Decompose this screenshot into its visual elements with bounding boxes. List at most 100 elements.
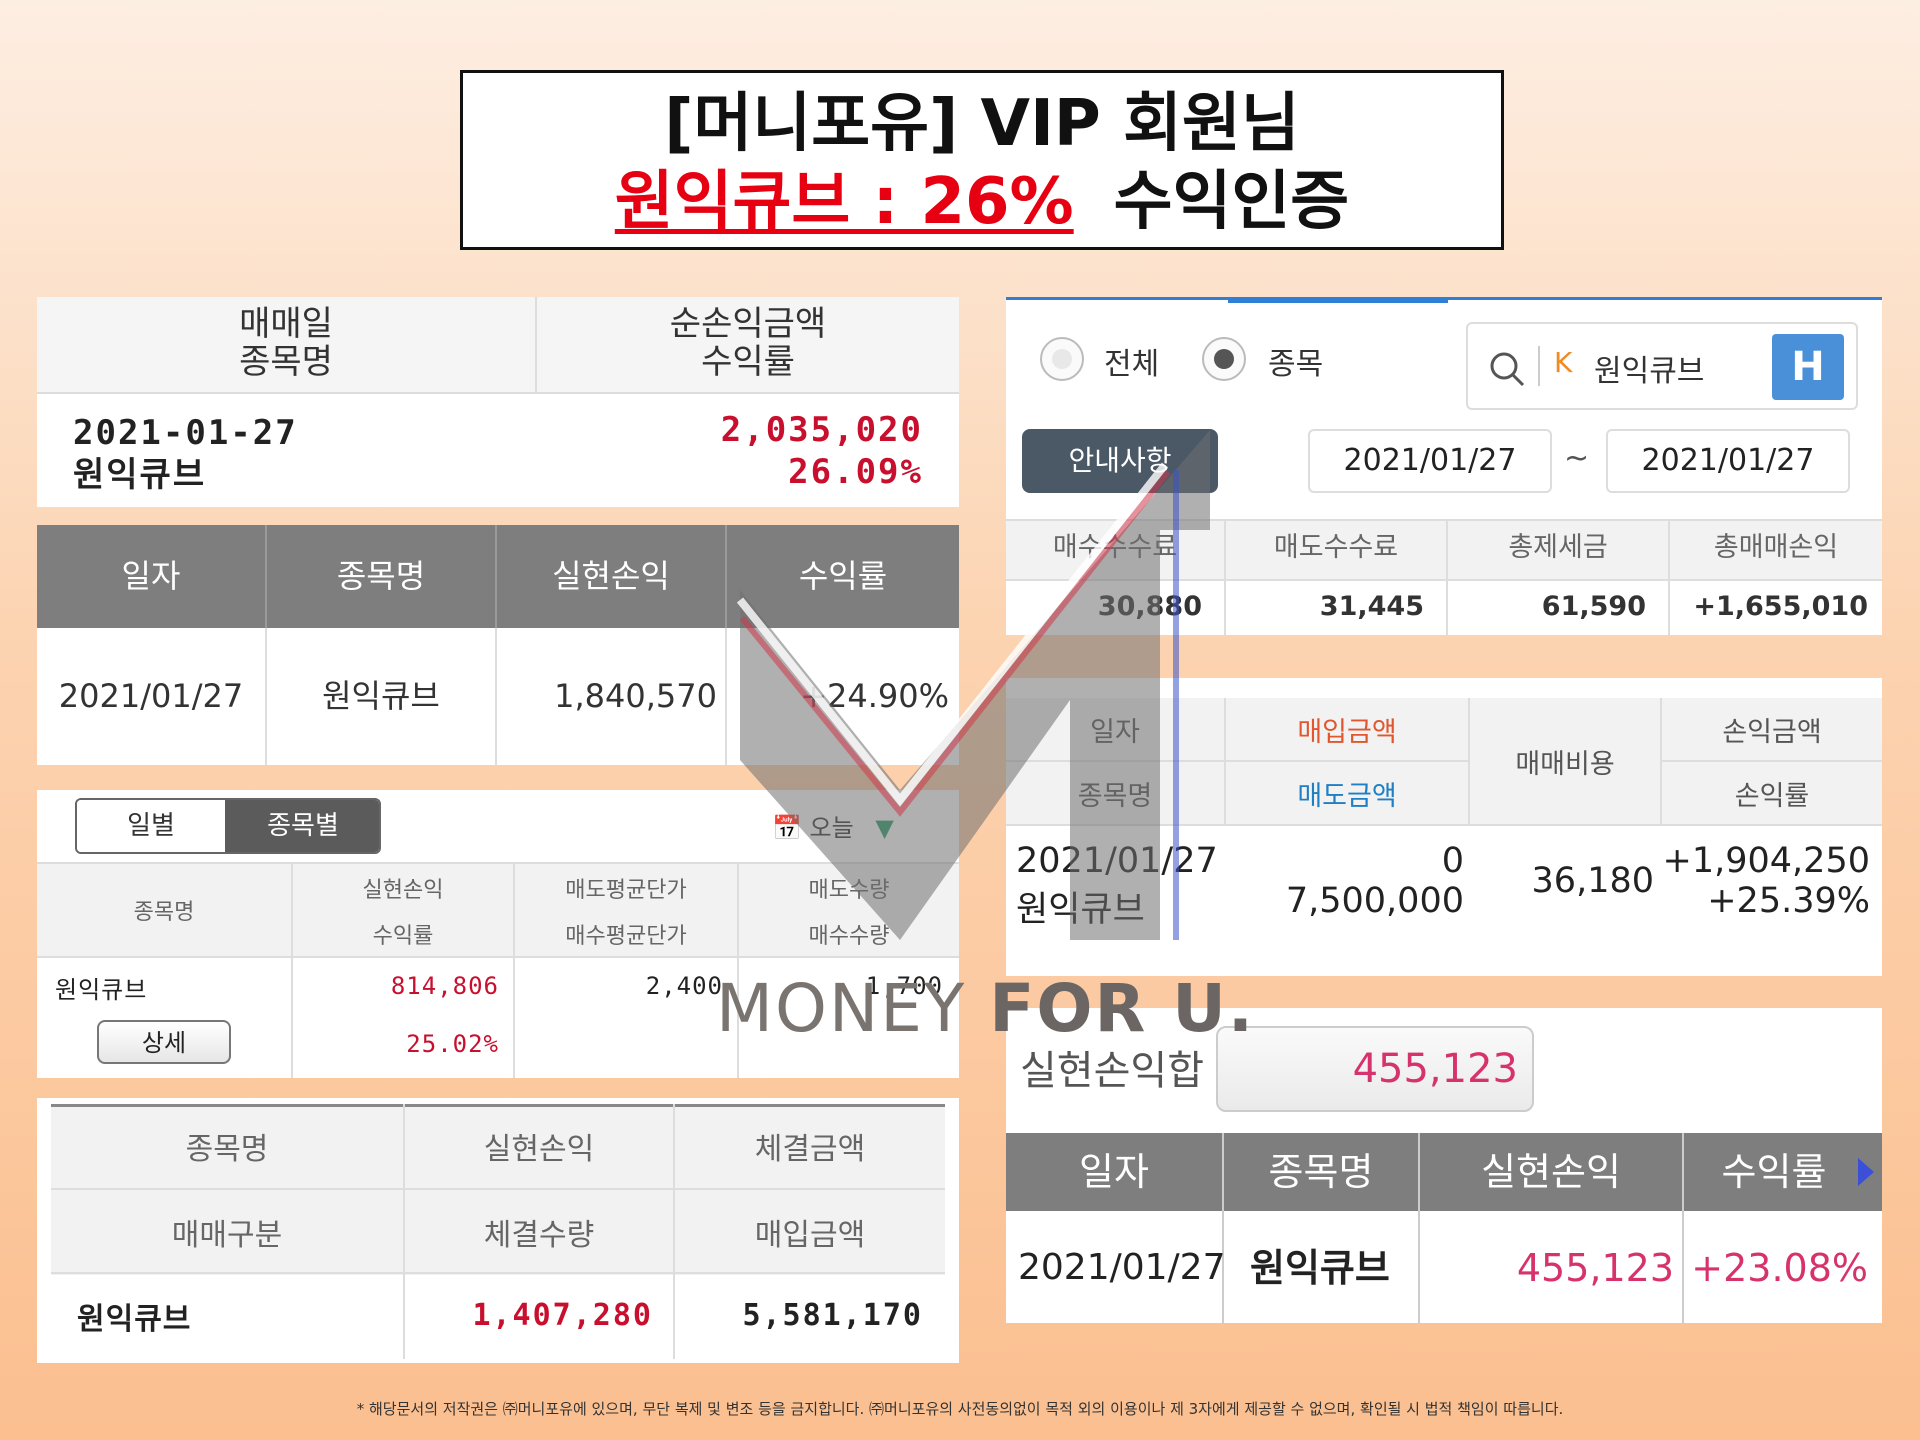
sell-fee: 31,445 xyxy=(1319,591,1424,622)
notice-button[interactable]: 안내사항 xyxy=(1022,429,1218,493)
buy-amount: 0 xyxy=(1441,841,1464,881)
cell-profit: 455,123 xyxy=(1516,1246,1674,1290)
header-stock: 종목명 xyxy=(1077,781,1153,812)
watermark-part2: FOR U. xyxy=(989,970,1255,1047)
header-sell-avg: 매도평균단가 xyxy=(565,878,687,903)
h-button[interactable]: H xyxy=(1772,334,1844,400)
trade-date: 2021/01/27 xyxy=(1016,841,1218,881)
stock-search-input[interactable]: K 원익큐브 H xyxy=(1466,322,1858,410)
pl-amount: +1,904,250 xyxy=(1662,841,1870,881)
header-profit: 실현손익 xyxy=(497,525,727,628)
title-line1: [머니포유] VIP 회원님 xyxy=(664,87,1300,161)
header-pl-rate: 손익률 xyxy=(1734,781,1810,812)
table-header xyxy=(1006,1133,1882,1211)
date-filter[interactable]: 📅 오늘 ▼ xyxy=(772,808,894,843)
realized-profit-panel: 실현손익합 455,123 일자 종목명 실현손익 수익률 2021/01/27… xyxy=(1006,1008,1882,1323)
header-stock: 종목명 xyxy=(133,900,195,925)
header-date-stock: 매매일 종목명 xyxy=(37,297,537,394)
header-label: 매매일 xyxy=(239,304,333,344)
title-highlight: 원익큐브 : 26% xyxy=(614,165,1074,239)
realized-profit: 1,407,280 xyxy=(472,1298,653,1333)
cell-profit: 1,840,570 xyxy=(497,628,727,765)
sum-value: 455,123 xyxy=(1352,1046,1518,1092)
market-prefix: K xyxy=(1554,346,1573,379)
header-profit: 실현손익 xyxy=(362,878,444,903)
header-label: 수익률 xyxy=(701,342,795,382)
header-date: 일자 xyxy=(1090,717,1140,748)
title-line2: 원익큐브 : 26% 수익인증 xyxy=(463,161,1501,243)
stock-name: 원익큐브 xyxy=(77,1302,192,1337)
date-to-input[interactable]: 2021/01/27 xyxy=(1606,429,1850,493)
sell-amount: 7,500,000 xyxy=(1285,881,1464,921)
header-exec-qty: 체결수량 xyxy=(483,1218,595,1253)
trade-search-panel: 전체 종목 K 원익큐브 H 안내사항 2021/01/27 ~ 2021/01… xyxy=(1006,297,1882,635)
cell-date: 2021/01/27 xyxy=(1018,1247,1226,1288)
header-stock: 종목명 xyxy=(1268,1150,1374,1194)
header-exec-amount: 체결금액 xyxy=(754,1132,866,1167)
header-buy-amount: 매입금액 xyxy=(754,1218,866,1253)
header-label: 종목명 xyxy=(239,342,333,382)
header-profit: 실현손익 xyxy=(483,1132,595,1167)
search-value: 원익큐브 xyxy=(1594,354,1705,389)
header-sell-amount: 매도금액 xyxy=(1297,781,1397,812)
title-box: [머니포유] VIP 회원님 원익큐브 : 26% 수익인증 xyxy=(460,70,1504,250)
date-from-input[interactable]: 2021/01/27 xyxy=(1308,429,1552,493)
header-rate: 수익률 xyxy=(1721,1150,1827,1194)
date-separator: ~ xyxy=(1564,441,1590,476)
header-sell-fee: 매도수수료 xyxy=(1273,532,1399,563)
cell-rate: +24.90% xyxy=(800,677,949,715)
search-icon xyxy=(1490,352,1525,387)
trade-date: 2021-01-27 xyxy=(73,413,298,453)
detail-button[interactable]: 상세 xyxy=(97,1020,231,1064)
pl-rate: +25.39% xyxy=(1707,881,1870,921)
tab-daily[interactable]: 일별 xyxy=(77,800,225,852)
copyright-footer: * 해당문서의 저작권은 ㈜머니포유에 있으며, 무단 복제 및 변조 등을 금… xyxy=(356,1400,1564,1418)
header-sell-qty: 매도수량 xyxy=(808,878,890,903)
watermark-part1: MONEY xyxy=(716,970,990,1047)
stock-name: 원익큐브 xyxy=(55,976,148,1004)
total-tax: 61,590 xyxy=(1541,591,1646,622)
profit-info: 2,035,020 26.09% xyxy=(721,409,923,493)
header-buy-fee: 매수수수료 xyxy=(1052,532,1178,563)
trade-detail-panel: 일자 종목명 매입금액 매도금액 매매비용 손익금액 손익률 2021/01/2… xyxy=(1006,678,1882,976)
header-date: 일자 xyxy=(37,525,267,628)
sum-label: 실현손익합 xyxy=(1020,1048,1204,1094)
trade-cost: 36,180 xyxy=(1531,861,1654,901)
header-trade-cost: 매매비용 xyxy=(1515,749,1615,780)
total-pl: +1,655,010 xyxy=(1693,591,1868,622)
header-profit: 실현손익 xyxy=(1481,1150,1621,1194)
header-rate: 수익률 xyxy=(798,557,888,595)
radio-stock-label: 종목 xyxy=(1268,347,1324,382)
title-suffix: 수익인증 xyxy=(1113,165,1350,239)
buy-fee: 30,880 xyxy=(1097,591,1202,622)
header-buy-avg: 매수평균단가 xyxy=(565,924,687,949)
realized-profit: 814,806 xyxy=(390,972,499,1000)
summary-panel-1: 매매일 종목명 순손익금액 수익률 2021-01-27 원익큐브 2,035,… xyxy=(37,297,959,507)
header-pl-amount: 손익금액 xyxy=(1722,717,1822,748)
buy-amount: 5,581,170 xyxy=(742,1298,923,1333)
radio-all[interactable] xyxy=(1040,337,1084,381)
cell-stock: 원익큐브 xyxy=(1250,1246,1390,1290)
sell-qty: 1,700 xyxy=(865,972,943,1000)
summary-panel-4: 종목명 실현손익 체결금액 매매구분 체결수량 매입금액 원익큐브 1,407,… xyxy=(37,1098,959,1363)
cell-stock: 원익큐브 xyxy=(267,628,497,765)
radio-all-label: 전체 xyxy=(1104,347,1160,382)
view-segment: 일별 종목별 xyxy=(75,798,381,854)
radio-stock[interactable] xyxy=(1202,337,1246,381)
summary-panel-2: 일자 종목명 실현손익 수익률 2021/01/27 원익큐브 1,840,57… xyxy=(37,525,959,765)
header-total-pl: 총매매손익 xyxy=(1713,532,1839,563)
calendar-icon: 📅 xyxy=(772,814,802,842)
sell-avg-price: 2,400 xyxy=(645,972,723,1000)
date-filter-label: 오늘 xyxy=(809,814,854,842)
tab-by-stock[interactable]: 종목별 xyxy=(225,800,379,852)
header-buy-amount: 매입금액 xyxy=(1297,717,1397,748)
profit-rate: 26.09% xyxy=(788,452,923,492)
cell-date: 2021/01/27 xyxy=(37,628,267,765)
header-rate: 수익률 xyxy=(372,924,434,949)
stock-name: 원익큐브 xyxy=(1016,890,1145,930)
active-tab-indicator xyxy=(1228,297,1448,303)
header-stock: 종목명 xyxy=(267,525,497,628)
scroll-right-icon[interactable] xyxy=(1858,1158,1874,1186)
trade-info: 2021-01-27 원익큐브 xyxy=(73,412,298,496)
header-stock: 종목명 xyxy=(185,1132,269,1167)
